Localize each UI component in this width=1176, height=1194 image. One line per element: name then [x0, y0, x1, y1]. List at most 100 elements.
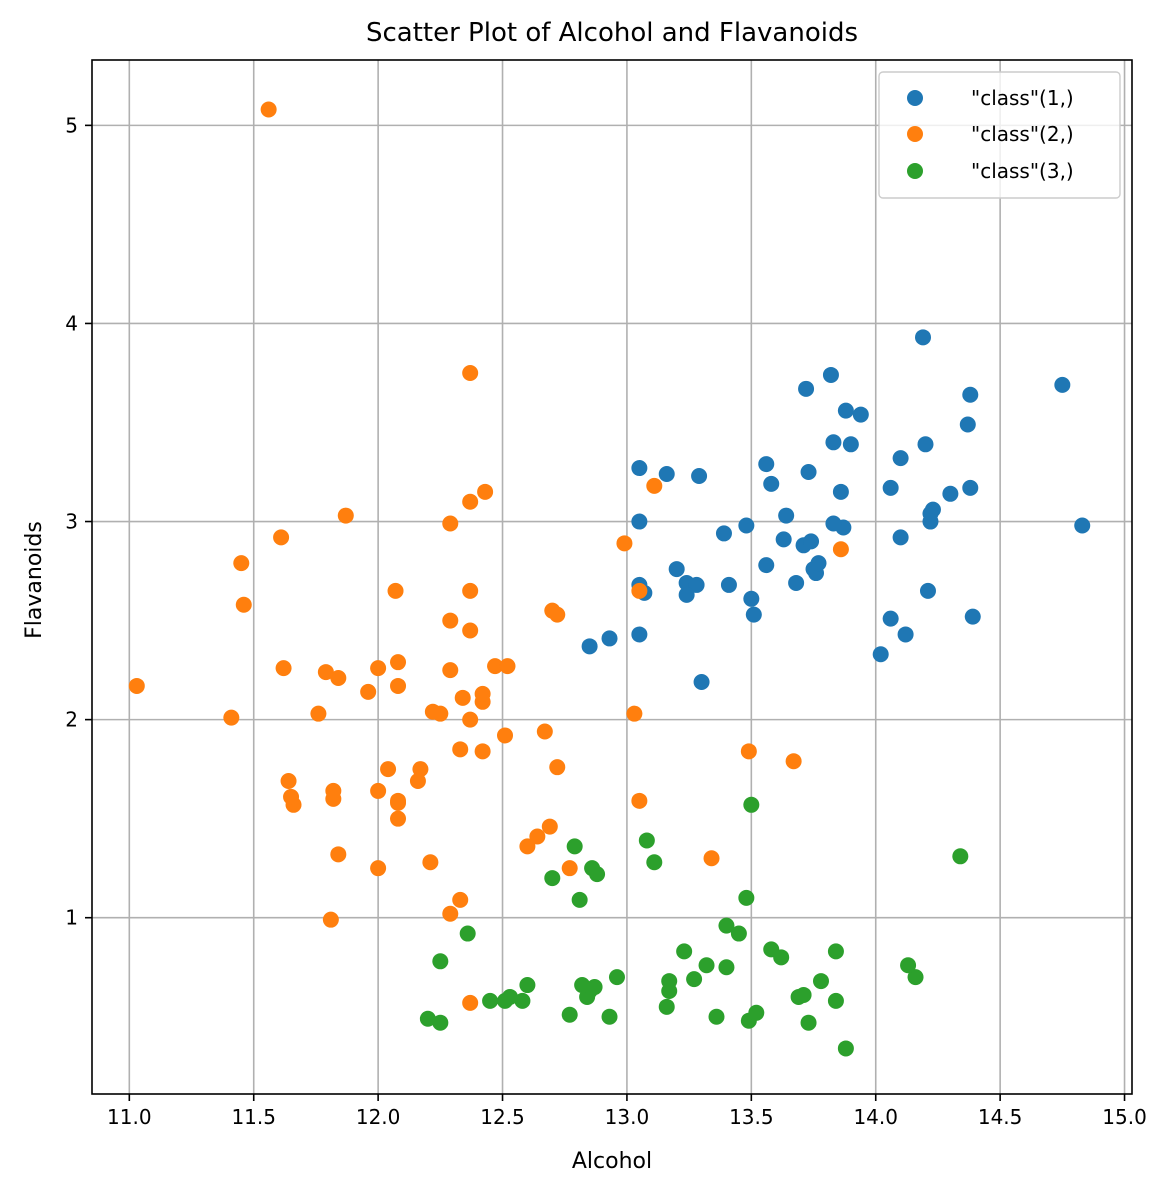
point-class-1 — [822, 366, 839, 383]
legend-label-class-2: "class"(2,) — [971, 122, 1074, 146]
point-class-2 — [337, 507, 354, 524]
point-class-2 — [631, 582, 648, 599]
point-class-3 — [638, 832, 655, 849]
point-class-2 — [462, 364, 479, 381]
point-class-1 — [668, 561, 685, 578]
point-class-1 — [882, 610, 899, 627]
x-tick-label: 13.0 — [605, 1105, 650, 1129]
x-axis-ticks: 11.0 11.5 12.0 12.5 13.0 13.5 14.0 14.5 15.0 — [107, 1094, 1147, 1129]
point-class-2 — [477, 483, 494, 500]
point-class-2 — [631, 792, 648, 809]
point-class-3 — [748, 1004, 765, 1021]
point-class-2 — [462, 994, 479, 1011]
point-class-1 — [919, 582, 936, 599]
point-class-1 — [631, 460, 648, 477]
point-class-3 — [646, 854, 663, 871]
point-class-3 — [795, 986, 812, 1003]
axes-frame — [91, 59, 1133, 1095]
point-class-1 — [581, 638, 598, 655]
point-class-2 — [474, 685, 491, 702]
point-class-2 — [519, 838, 536, 855]
point-class-2 — [832, 541, 849, 558]
point-class-1 — [825, 434, 842, 451]
x-tick-label: 14.0 — [853, 1105, 898, 1129]
point-class-1 — [842, 436, 859, 453]
y-axis-ticks: 1 2 3 4 5 — [65, 113, 92, 930]
x-tick-label: 14.5 — [978, 1105, 1023, 1129]
point-class-1 — [922, 513, 939, 530]
point-class-3 — [482, 992, 499, 1009]
point-class-1 — [942, 485, 959, 502]
point-class-2 — [462, 582, 479, 599]
point-class-3 — [698, 957, 715, 974]
x-axis-label: Alcohol — [572, 1149, 652, 1174]
point-class-3 — [952, 848, 969, 865]
point-class-2 — [549, 759, 566, 776]
point-class-1 — [800, 464, 817, 481]
point-class-1 — [798, 380, 815, 397]
legend-marker-class-3 — [907, 163, 923, 179]
point-class-3 — [658, 998, 675, 1015]
legend-label-class-1: "class"(1,) — [971, 86, 1074, 110]
point-class-3 — [501, 988, 518, 1005]
point-class-1 — [962, 386, 979, 403]
point-class-1 — [959, 416, 976, 433]
point-class-1 — [892, 529, 909, 546]
point-class-3 — [571, 891, 588, 908]
point-class-1 — [1074, 517, 1091, 534]
point-class-2 — [454, 689, 471, 706]
x-tick-label: 12.5 — [480, 1105, 525, 1129]
point-class-2 — [360, 683, 377, 700]
point-class-2 — [497, 727, 514, 744]
point-class-3 — [686, 971, 703, 988]
data-points — [128, 101, 1091, 1057]
point-class-1 — [852, 406, 869, 423]
point-class-2 — [412, 761, 429, 778]
point-class-1 — [837, 402, 854, 419]
x-tick-label: 15.0 — [1102, 1105, 1147, 1129]
point-class-2 — [370, 782, 387, 799]
point-class-2 — [499, 658, 516, 675]
point-class-1 — [743, 590, 760, 607]
point-class-2 — [390, 810, 407, 827]
y-tick-label: 3 — [65, 510, 78, 534]
point-class-2 — [452, 741, 469, 758]
point-class-3 — [900, 957, 917, 974]
y-tick-label: 4 — [65, 311, 78, 335]
point-class-1 — [688, 576, 705, 593]
point-class-3 — [718, 959, 735, 976]
point-class-3 — [661, 973, 678, 990]
point-class-3 — [812, 973, 829, 990]
point-class-3 — [907, 969, 924, 986]
point-class-3 — [800, 1014, 817, 1031]
point-class-3 — [718, 917, 735, 934]
point-class-1 — [758, 557, 775, 574]
point-class-3 — [827, 943, 844, 960]
point-class-2 — [128, 677, 145, 694]
x-tick-label: 13.5 — [729, 1105, 774, 1129]
point-class-2 — [529, 828, 546, 845]
point-class-3 — [419, 1010, 436, 1027]
grid — [92, 60, 1132, 1094]
point-class-2 — [785, 753, 802, 770]
point-class-2 — [370, 860, 387, 877]
point-class-2 — [442, 515, 459, 532]
point-class-2 — [380, 761, 397, 778]
point-class-3 — [608, 969, 625, 986]
legend-box — [878, 71, 1121, 199]
point-class-2 — [703, 850, 720, 867]
point-class-2 — [462, 622, 479, 639]
point-class-2 — [442, 612, 459, 629]
point-class-2 — [330, 670, 347, 687]
point-class-3 — [827, 992, 844, 1009]
x-tick-label: 11.5 — [231, 1105, 276, 1129]
point-class-3 — [566, 838, 583, 855]
point-class-1 — [658, 465, 675, 482]
point-class-1 — [917, 436, 934, 453]
point-class-2 — [452, 891, 469, 908]
point-class-1 — [1054, 376, 1071, 393]
point-class-3 — [708, 1008, 725, 1025]
point-class-1 — [601, 630, 618, 647]
point-class-2 — [390, 792, 407, 809]
